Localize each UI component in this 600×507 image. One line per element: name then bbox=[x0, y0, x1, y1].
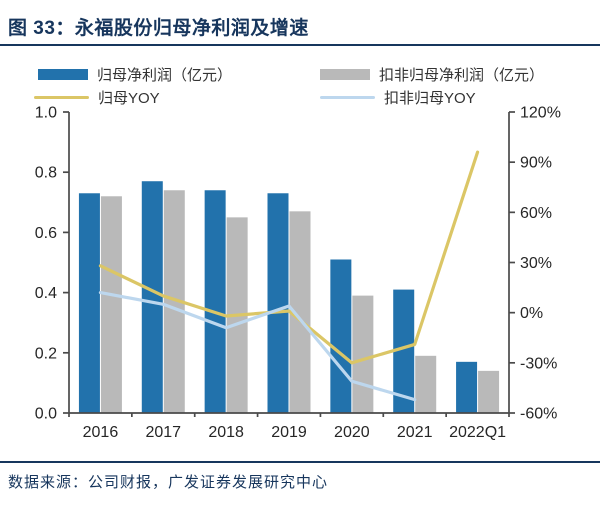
legend-label-net-profit: 归母净利润（亿元） bbox=[97, 66, 233, 84]
bar-segment bbox=[415, 355, 437, 413]
x-axis-category-label: 2021 bbox=[397, 424, 433, 441]
bar-segment bbox=[478, 370, 500, 413]
x-axis-category-label: 2016 bbox=[83, 424, 119, 441]
legend-swatch-net-profit bbox=[38, 68, 88, 80]
legend-item-net-profit: 归母净利润（亿元） bbox=[38, 66, 233, 84]
x-axis-category-label: 2020 bbox=[334, 424, 370, 441]
bar-segment bbox=[100, 196, 122, 413]
bar-segment bbox=[78, 193, 100, 413]
left-axis-tick-label: 0.6 bbox=[35, 225, 57, 242]
bar-segment bbox=[456, 361, 478, 413]
legend-swatch-deducted-profit bbox=[320, 68, 370, 80]
bar-segment bbox=[393, 289, 415, 413]
x-axis-category-label: 2019 bbox=[271, 424, 307, 441]
left-axis-tick-label: 0.8 bbox=[35, 165, 57, 182]
source-text: 数据来源：公司财报，广发证券发展研究中心 bbox=[8, 474, 329, 491]
bar-segment bbox=[352, 295, 374, 413]
left-axis-tick-label: 1.0 bbox=[35, 105, 57, 122]
legend-swatch-yoy bbox=[34, 95, 89, 99]
figure-title: 图 33：永福股份归母净利润及增速 bbox=[8, 18, 309, 39]
legend-label-yoy: 归母YOY bbox=[98, 89, 160, 107]
combo-chart: 0.0 0.2 0.4 0.6 0.8 1.0 -60% -30% 0% 30% 60% 90% 120… bbox=[35, 105, 561, 442]
legend-item-yoy: 归母YOY bbox=[34, 89, 160, 107]
bar-segment bbox=[204, 190, 226, 413]
title-underline bbox=[0, 44, 600, 46]
right-axis-tick-label: 120% bbox=[520, 105, 561, 122]
source-divider bbox=[0, 461, 600, 463]
right-axis-tick-label: 90% bbox=[520, 155, 552, 172]
right-axis-tick-label: 30% bbox=[520, 255, 552, 272]
bar-segment bbox=[289, 211, 311, 413]
legend-item-deducted-yoy: 扣非归母YOY bbox=[320, 89, 476, 107]
bar-segment bbox=[267, 193, 289, 413]
line-path bbox=[98, 291, 417, 402]
bar-segment bbox=[163, 190, 185, 413]
x-axis-category-label: 2018 bbox=[208, 424, 244, 441]
legend-label-deducted-yoy: 扣非归母YOY bbox=[384, 89, 476, 107]
right-axis-tick-label: 60% bbox=[520, 205, 552, 222]
legend-item-deducted-profit: 扣非归母净利润（亿元） bbox=[320, 66, 545, 84]
bar-segment bbox=[330, 259, 352, 413]
legend-swatch-deducted-yoy bbox=[320, 95, 375, 99]
x-axis-category-label: 2022Q1 bbox=[449, 424, 506, 441]
left-axis-tick-label: 0.4 bbox=[35, 285, 57, 302]
right-axis-tick-label: 0% bbox=[520, 305, 543, 322]
right-axis-tick-label: -30% bbox=[520, 355, 557, 372]
left-axis-tick-label: 0.0 bbox=[35, 406, 57, 423]
right-axis-tick-label: -60% bbox=[520, 406, 557, 423]
line-path bbox=[98, 150, 480, 365]
legend-label-deducted-profit: 扣非归母净利润（亿元） bbox=[379, 66, 545, 84]
bar-segment bbox=[141, 181, 163, 413]
x-axis-category-label: 2017 bbox=[145, 424, 181, 441]
left-axis-tick-label: 0.2 bbox=[35, 345, 57, 362]
